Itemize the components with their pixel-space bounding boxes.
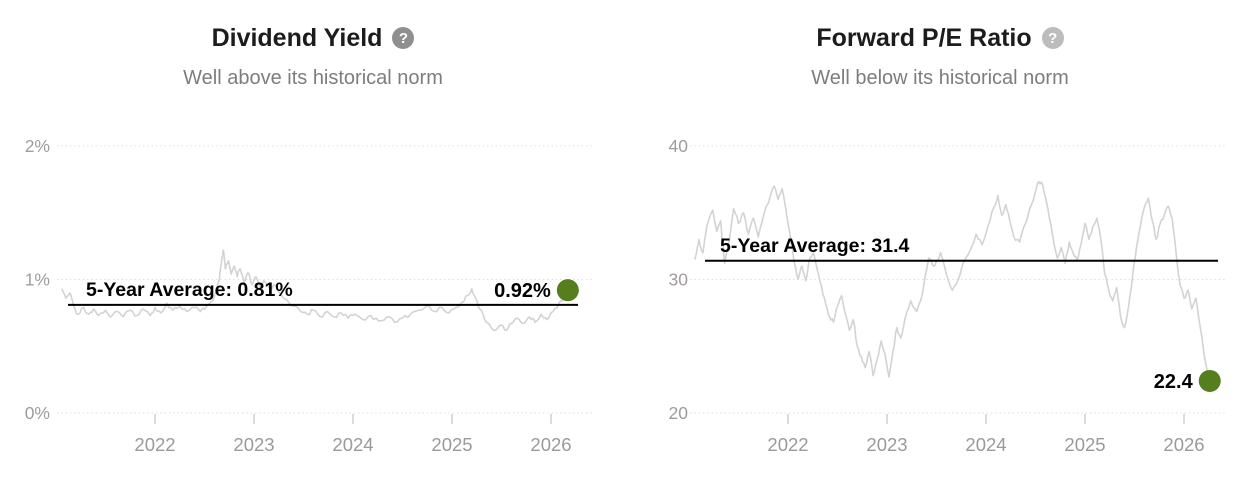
forward-pe-panel: Forward P/E Ratio ? Well below its histo… [627,0,1253,488]
x-axis-tick-label: 2023 [233,434,274,455]
chart-subtitle: Well above its historical norm [183,67,443,89]
forward-pe-ratio-series-line [694,180,1211,382]
current-value-label: 22.4 [1154,371,1194,393]
y-axis-tick-label: 1% [25,270,50,290]
dividend-yield-series-line [61,249,569,332]
x-axis-tick-label: 2024 [332,434,373,455]
help-icon[interactable]: ? [1041,27,1064,49]
x-axis-tick-label: 2026 [530,434,571,455]
help-icon[interactable]: ? [392,27,415,49]
y-axis-tick-label: 40 [669,136,689,156]
current-value-dot [556,279,579,302]
x-axis-tick-label: 2022 [767,434,808,455]
x-axis-tick-label: 2024 [965,434,1006,455]
x-axis-tick-label: 2025 [431,434,472,455]
current-value-dot [1198,369,1221,392]
average-label: 5-Year Average: 0.81% [86,279,293,301]
average-label: 5-Year Average: 31.4 [720,235,909,257]
chart-subtitle: Well below its historical norm [811,67,1069,89]
dividend-yield-chart: 2% 1% 0% 2022 2023 2024 2025 2026 5-Year Average… [25,136,594,455]
y-axis-tick-label: 30 [669,270,689,290]
chart-header: Forward P/E Ratio ? [627,22,1253,54]
y-axis-tick-label: 20 [669,403,689,423]
x-axis-tick-label: 2022 [134,434,175,455]
x-axis-tick-label: 2026 [1163,434,1204,455]
dividend-yield-panel: Dividend Yield ? Well above its historic… [0,0,626,488]
current-value-label: 0.92% [494,280,551,302]
x-axis-tick-label: 2025 [1064,434,1105,455]
x-axis-tick-label: 2023 [866,434,907,455]
page-title: Forward P/E Ratio [816,23,1032,52]
chart-header: Dividend Yield ? [0,22,626,54]
forward-pe-chart: 40 30 20 2022 2023 2024 2025 2026 5-Year Average… [669,136,1226,455]
y-axis-tick-label: 2% [25,136,50,156]
page-title: Dividend Yield [211,23,383,52]
y-axis-tick-label: 0% [25,403,50,423]
